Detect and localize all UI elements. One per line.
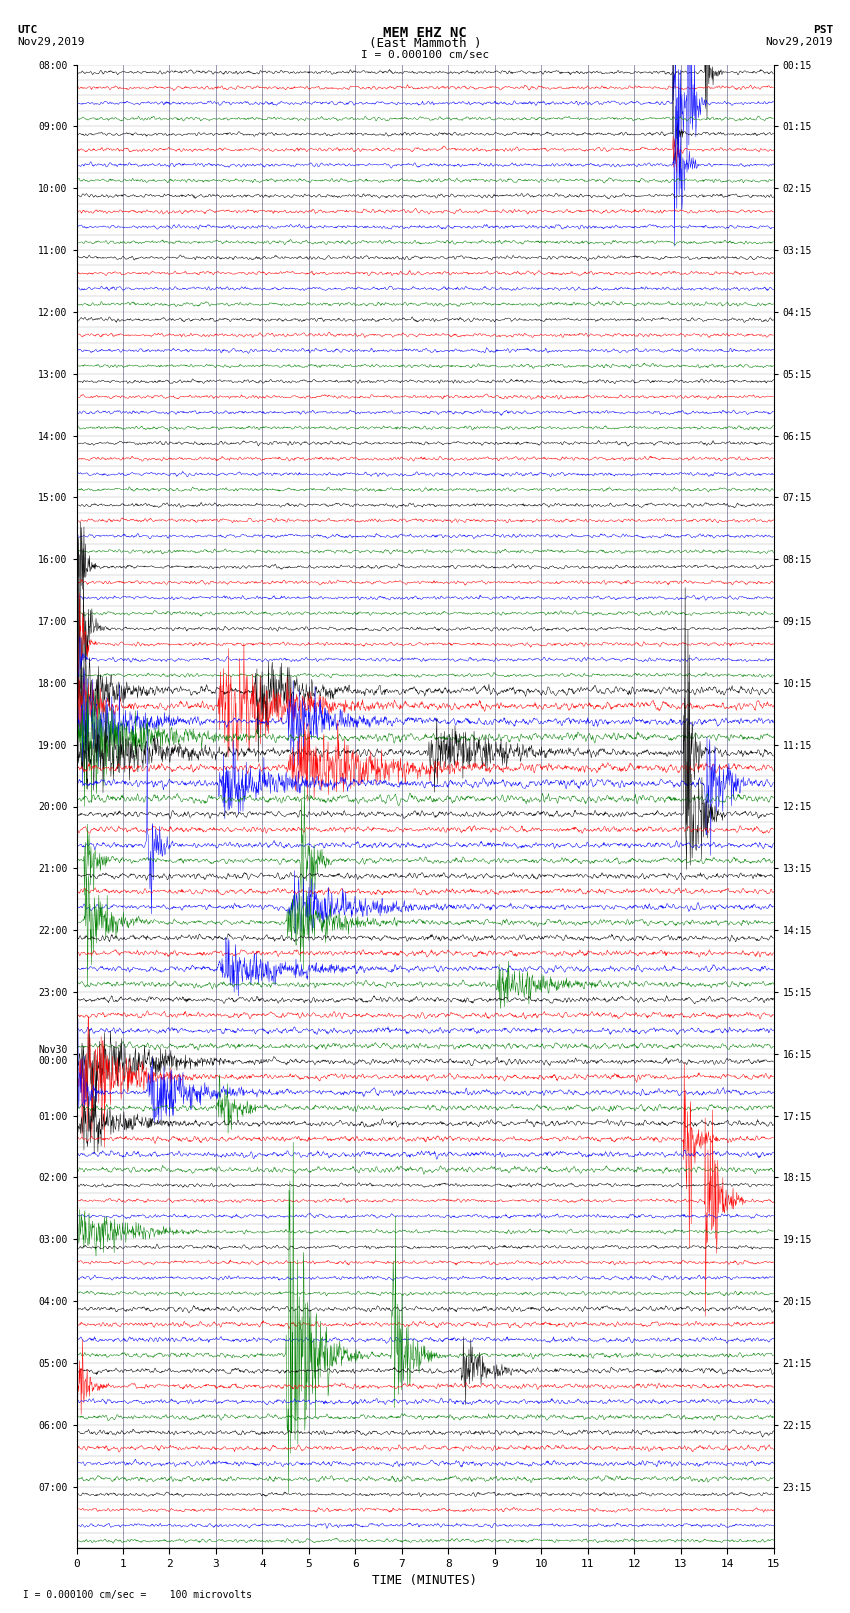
Text: I = 0.000100 cm/sec: I = 0.000100 cm/sec — [361, 50, 489, 60]
Text: MEM EHZ NC: MEM EHZ NC — [383, 26, 467, 39]
Text: Nov29,2019: Nov29,2019 — [766, 37, 833, 47]
Text: PST: PST — [813, 26, 833, 35]
Text: UTC: UTC — [17, 26, 37, 35]
Text: (East Mammoth ): (East Mammoth ) — [369, 37, 481, 50]
Text: I = 0.000100 cm/sec =    100 microvolts: I = 0.000100 cm/sec = 100 microvolts — [17, 1590, 252, 1600]
X-axis label: TIME (MINUTES): TIME (MINUTES) — [372, 1574, 478, 1587]
Text: Nov29,2019: Nov29,2019 — [17, 37, 84, 47]
